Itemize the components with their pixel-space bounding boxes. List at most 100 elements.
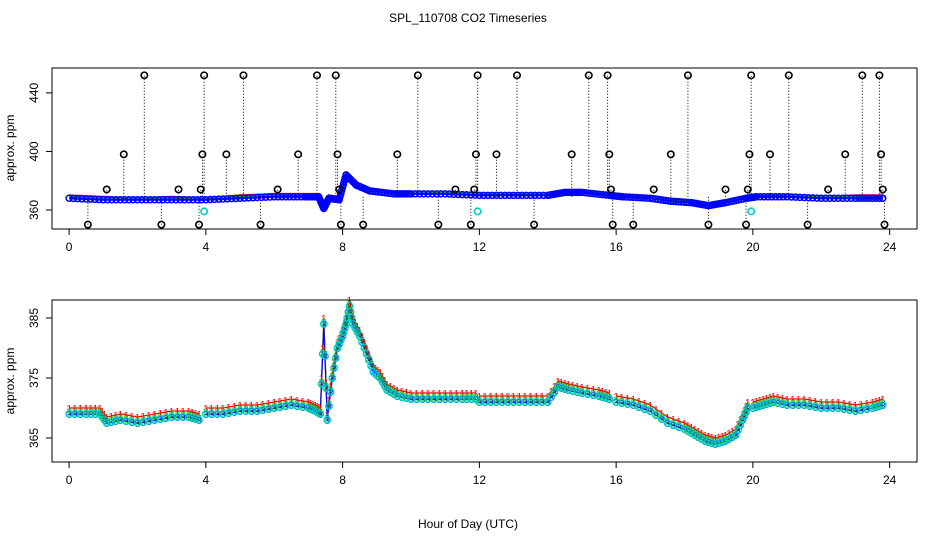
spike-point bbox=[333, 150, 342, 159]
bottom-point-label: 1 bbox=[333, 348, 339, 359]
bottom-point-label: 2 bbox=[368, 360, 374, 371]
bottom-point-label: 3 bbox=[757, 402, 763, 413]
top-data-point bbox=[813, 194, 821, 202]
top-data-point bbox=[137, 195, 146, 204]
bottom-point-label: 3 bbox=[342, 324, 348, 335]
top-data-layer bbox=[65, 71, 889, 229]
bottom-point-label: 2 bbox=[437, 393, 443, 404]
bottom-point-label: 3 bbox=[796, 401, 802, 412]
spike-point bbox=[743, 185, 752, 194]
bottom-point-label: 1 bbox=[864, 399, 870, 410]
bottom-point-label: 3 bbox=[565, 386, 571, 397]
bottom-point-label: 2 bbox=[689, 427, 695, 438]
bottom-point-label: 3 bbox=[636, 403, 642, 414]
bottom-point-label: 3 bbox=[750, 404, 756, 415]
bottom-data-point bbox=[788, 401, 797, 409]
bottom-point-label: 1 bbox=[349, 308, 355, 319]
bottom-point-label: 1 bbox=[702, 431, 708, 442]
bottom-point-label: 3 bbox=[316, 409, 322, 420]
bottom-point-label: 3 bbox=[331, 364, 337, 375]
bottom-point-label: 1 bbox=[559, 378, 565, 389]
top-data-point bbox=[172, 195, 180, 204]
spike-point bbox=[605, 150, 614, 159]
bottom-data-point bbox=[538, 398, 546, 406]
top-data-point bbox=[622, 193, 631, 201]
top-data-point bbox=[266, 193, 274, 201]
bottom-point-label: 3 bbox=[716, 439, 722, 450]
bottom-data-point bbox=[107, 418, 116, 426]
bottom-point-label: 2 bbox=[695, 431, 701, 442]
bottom-data-point bbox=[91, 410, 100, 418]
bottom-point-label: 3 bbox=[528, 398, 534, 409]
bottom-point-label: 1 bbox=[585, 384, 591, 395]
bottom-data-point bbox=[418, 395, 427, 403]
bottom-data-point bbox=[475, 398, 484, 406]
bottom-data-point bbox=[323, 416, 332, 424]
bottom-point-label: 1 bbox=[343, 314, 349, 325]
bottom-point-label: 3 bbox=[399, 393, 405, 404]
bottom-point-label: 1 bbox=[157, 409, 163, 420]
top-data-point bbox=[492, 191, 501, 200]
top-ylabel: approx. ppm bbox=[3, 115, 17, 182]
bottom-point-label: 2 bbox=[735, 424, 741, 435]
bottom-point-label: 1 bbox=[352, 318, 358, 329]
bottom-point-label: 1 bbox=[346, 302, 352, 313]
bottom-point-label: 1 bbox=[784, 395, 790, 406]
bottom-data-point bbox=[424, 395, 432, 403]
bottom-point-label: 3 bbox=[735, 426, 741, 437]
bottom-point-label: 3 bbox=[243, 407, 249, 418]
bottom-point-label: 2 bbox=[366, 354, 372, 365]
bottom-point-label: 2 bbox=[350, 318, 356, 329]
bottom-point-label: 3 bbox=[764, 400, 770, 411]
top-data-point bbox=[150, 195, 159, 204]
bottom-point-label: 3 bbox=[271, 404, 277, 415]
bottom-point-label: 2 bbox=[836, 402, 842, 413]
bottom-point-label: 2 bbox=[630, 399, 636, 410]
top-data-point bbox=[861, 194, 870, 203]
bottom-point-label: 1 bbox=[653, 405, 659, 416]
bottom-point-label: 1 bbox=[813, 397, 819, 408]
bottom-point-label: 3 bbox=[505, 398, 511, 409]
spike-point bbox=[824, 185, 833, 194]
bottom-point-label: 3 bbox=[226, 409, 232, 420]
top-data-point bbox=[467, 191, 475, 199]
bottom-point-label: 3 bbox=[784, 401, 790, 412]
top-data-point bbox=[293, 193, 302, 201]
bottom-point-label: 2 bbox=[321, 318, 327, 329]
bottom-point-label: 2 bbox=[294, 400, 300, 411]
top-data-point bbox=[531, 191, 539, 200]
bottom-point-label: 1 bbox=[140, 412, 146, 423]
bottom-data-point bbox=[435, 395, 444, 403]
top-data-point bbox=[682, 198, 690, 207]
bottom-data-point bbox=[236, 407, 244, 415]
bottom-point-label: 3 bbox=[873, 403, 879, 414]
bottom-plot-frame bbox=[51, 299, 918, 463]
bottom-data-point bbox=[195, 416, 203, 424]
bottom-point-label: 2 bbox=[175, 411, 181, 422]
bottom-point-label: 1 bbox=[636, 397, 642, 408]
top-axes: 0 4 8 12 16 20 24 360 400 440 bbox=[27, 83, 897, 254]
top-data-point bbox=[826, 194, 834, 203]
bottom-point-label: 3 bbox=[146, 417, 152, 428]
bottom-point-label: 1 bbox=[348, 302, 354, 313]
bottom-point-label: 1 bbox=[289, 395, 295, 406]
top-data-point bbox=[771, 193, 780, 201]
top-data-point bbox=[581, 189, 590, 197]
bottom-data-point bbox=[701, 437, 709, 445]
bottom-point-label: 2 bbox=[300, 401, 306, 412]
top-data-point bbox=[65, 194, 73, 203]
bottom-point-label: 1 bbox=[579, 383, 585, 394]
bottom-point-label: 1 bbox=[404, 388, 410, 399]
top-data-point bbox=[428, 190, 437, 198]
bottom-point-label: 3 bbox=[482, 398, 488, 409]
bottom-point-label: 2 bbox=[277, 401, 283, 412]
bottom-point-label: 3 bbox=[97, 410, 103, 421]
bottom-point-label: 3 bbox=[653, 411, 659, 422]
bottom-point-label: 2 bbox=[552, 386, 558, 397]
bottom-point-label: 1 bbox=[699, 429, 705, 440]
bottom-point-label: 2 bbox=[318, 408, 324, 419]
bottom-point-label: 2 bbox=[364, 348, 370, 359]
bottom-point-label: 2 bbox=[548, 391, 554, 402]
bottom-point-label: 3 bbox=[522, 398, 528, 409]
bottom-point-label: 3 bbox=[266, 405, 272, 416]
